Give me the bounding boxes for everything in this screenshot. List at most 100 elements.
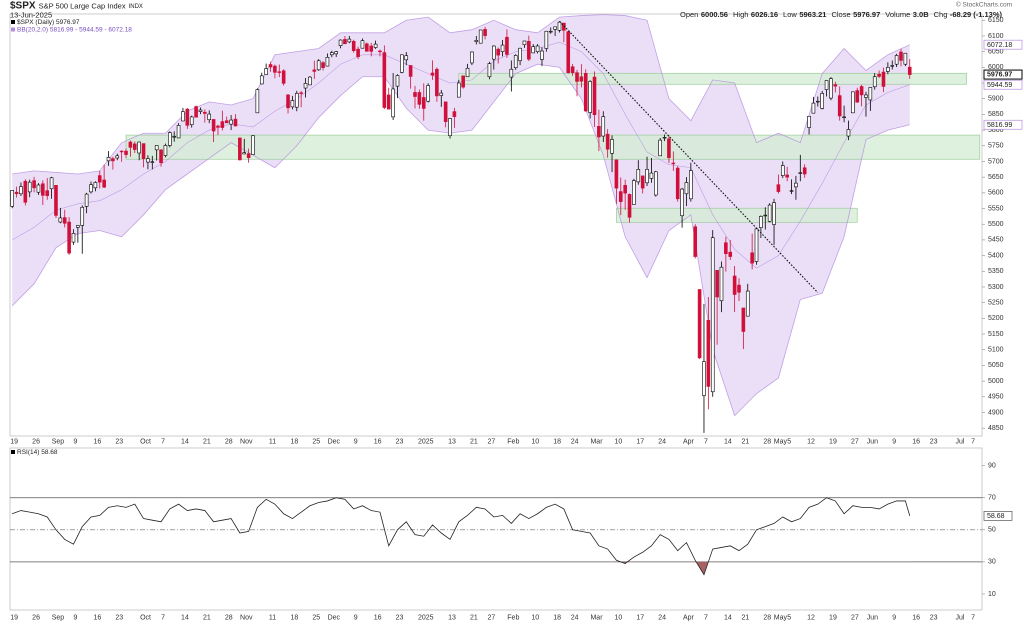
candle-body: [168, 132, 172, 146]
candle-body: [794, 182, 798, 188]
candle-body: [837, 95, 842, 117]
rsi-x-tick-label: Sep: [52, 614, 65, 621]
candle-body: [391, 88, 395, 118]
x-tick-label: 14: [724, 438, 732, 445]
candle-body: [785, 174, 789, 178]
rsi-x-tick-label: 24: [658, 614, 666, 621]
rsi-x-tick-label: 10: [531, 614, 539, 621]
rsi-x-tick-label: 27: [851, 614, 859, 621]
rsi-legend: RSI(14) 58.68: [17, 449, 58, 456]
candle-body: [14, 191, 19, 195]
candle-body: [106, 157, 111, 162]
candle-body: [89, 184, 93, 193]
candle-body: [264, 68, 268, 75]
candle-body: [49, 177, 54, 190]
candle-body: [220, 121, 225, 128]
rsi-tick-label: 30: [988, 559, 996, 566]
x-tick-label: 28: [763, 438, 771, 445]
candle-body: [610, 139, 614, 154]
candle-body: [356, 48, 360, 57]
candle-body: [579, 76, 584, 82]
x-tick-label: 24: [571, 438, 579, 445]
x-tick-label: 13: [448, 438, 456, 445]
candle-body: [618, 191, 623, 202]
rsi-x-tick-label: 9: [892, 614, 896, 621]
rsi-x-tick-label: Jul: [955, 614, 964, 621]
y-tick-label: 6000: [988, 64, 1004, 71]
candle-body: [303, 83, 308, 89]
candle-body: [23, 180, 28, 203]
price-tag-label: 5976.97: [987, 72, 1012, 79]
candle-body: [496, 48, 500, 56]
candle-body: [154, 145, 159, 151]
rsi-x-tick-label: 25: [312, 614, 320, 621]
candle-body: [767, 204, 772, 222]
candle-body: [697, 289, 702, 359]
candle-body: [299, 92, 303, 94]
x-tick-label: 7: [971, 438, 975, 445]
candle-body: [448, 118, 452, 137]
candle-body: [360, 40, 365, 49]
rsi-x-tick-label: Dec: [328, 614, 341, 621]
candle-body: [325, 56, 330, 67]
candle-body: [71, 233, 76, 243]
quote-value: 5976.97: [853, 10, 880, 19]
price-tag-label: 6072.18: [987, 42, 1012, 49]
bb-upper: [12, 14, 910, 175]
candle-body: [877, 73, 881, 77]
candle-body: [207, 113, 212, 121]
x-tick-label: 28: [225, 438, 233, 445]
x-tick-label: 21: [203, 438, 211, 445]
candle-body: [640, 175, 645, 189]
rsi-x-tick-label: 23: [930, 614, 938, 621]
x-tick-label: 27: [851, 438, 859, 445]
rsi-x-tick-label: 9: [74, 614, 78, 621]
x-tick-label: 2025: [418, 438, 434, 445]
rsi-x-tick-label: Apr: [683, 614, 695, 621]
candle-body: [531, 46, 536, 54]
candle-body: [54, 185, 58, 216]
candle-body: [890, 65, 895, 67]
candle-body: [369, 45, 374, 52]
candle-body: [592, 76, 597, 116]
candle-body: [181, 111, 185, 122]
y-tick-label: 5550: [988, 205, 1004, 212]
x-tick-label: Mar: [590, 438, 603, 445]
candle-body: [443, 101, 448, 122]
price-tag: [983, 79, 1023, 90]
candle-body: [570, 66, 575, 73]
candle-body: [816, 100, 820, 103]
candle-body: [268, 64, 273, 68]
x-tick-label: 17: [636, 438, 644, 445]
candle-body: [312, 69, 317, 72]
rsi-x-tick-label: Jun: [867, 614, 878, 621]
candle-body: [741, 307, 746, 332]
candle-body: [724, 242, 728, 255]
x-tick-label: Dec: [328, 438, 341, 445]
x-tick-label: 24: [658, 438, 666, 445]
rsi-x-tick-label: 16: [374, 614, 382, 621]
quote-label: Volume: [885, 10, 910, 19]
x-tick-label: 12: [807, 438, 815, 445]
rsi-x-tick-label: 28: [225, 614, 233, 621]
candle-body: [400, 54, 404, 73]
candle-body: [277, 71, 282, 73]
rsi-x-tick-label: 17: [636, 614, 644, 621]
y-tick-label: 5750: [988, 143, 1004, 150]
candle-body: [540, 50, 544, 60]
x-tick-label: 23: [930, 438, 938, 445]
price-tag: [983, 69, 1023, 80]
candle-body: [851, 91, 855, 114]
candle-body: [899, 51, 903, 61]
rsi-x-tick-label: 23: [115, 614, 123, 621]
candle-body: [36, 184, 41, 193]
candle-body: [259, 75, 264, 85]
x-tick-label: Sep: [52, 438, 65, 445]
credit: © StockCharts.com: [956, 1, 1012, 9]
candle-body: [872, 76, 877, 88]
rsi-x-tick-label: 2025: [418, 614, 434, 621]
bb-middle: [12, 41, 910, 269]
candle-body: [859, 86, 864, 96]
candle-body: [759, 216, 763, 228]
candle-body: [172, 136, 176, 138]
